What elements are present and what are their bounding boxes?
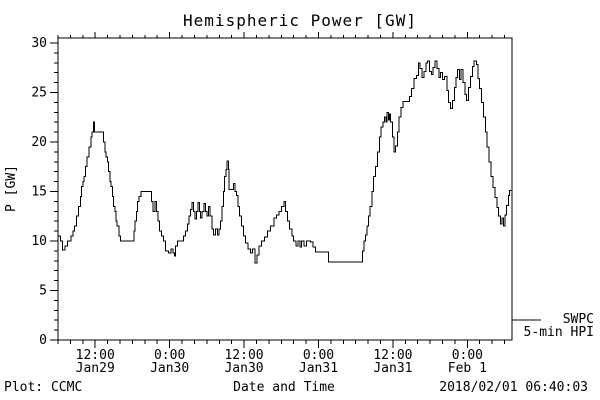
- plot-timestamp: 2018/02/01 06:40:03: [439, 380, 588, 395]
- legend: SWPC 5-min HPI: [524, 313, 594, 339]
- y-tick-label: 5: [39, 283, 47, 298]
- x-axis-ticks: [57, 32, 506, 348]
- plot-border: [57, 37, 513, 341]
- x-tick-time-label: 12:00: [373, 348, 412, 363]
- plot-credit: Plot: CCMC: [4, 380, 83, 395]
- legend-series-label: SWPC: [562, 312, 594, 327]
- hpi-series-line: [58, 60, 512, 264]
- y-tick-label: 20: [31, 135, 47, 150]
- x-axis-label: Date and Time: [233, 380, 335, 395]
- x-tick-date-label: Jan29: [76, 361, 115, 376]
- y-tick-label: 30: [31, 36, 47, 51]
- x-tick-time-label: 12:00: [76, 348, 115, 363]
- y-axis-ticks: [50, 42, 58, 341]
- y-tick-label: 0: [39, 333, 47, 348]
- x-tick-time-label: 0:00: [154, 348, 185, 363]
- chart-title: Hemispheric Power [GW]: [183, 11, 417, 30]
- y-tick-label: 25: [31, 85, 47, 100]
- x-tick-date-label: Jan31: [299, 361, 338, 376]
- x-tick-date-label: Jan30: [150, 361, 189, 376]
- x-tick-date-label: Jan31: [373, 361, 412, 376]
- legend-series-sublabel: 5-min HPI: [523, 325, 594, 340]
- y-tick-label: 10: [31, 234, 47, 249]
- x-tick-time-label: 12:00: [224, 348, 263, 363]
- x-tick-time-label: 0:00: [303, 348, 334, 363]
- y-tick-label: 15: [31, 184, 47, 199]
- x-tick-date-label: Feb 1: [448, 361, 487, 376]
- x-tick-time-label: 0:00: [452, 348, 483, 363]
- x-tick-date-label: Jan30: [224, 361, 263, 376]
